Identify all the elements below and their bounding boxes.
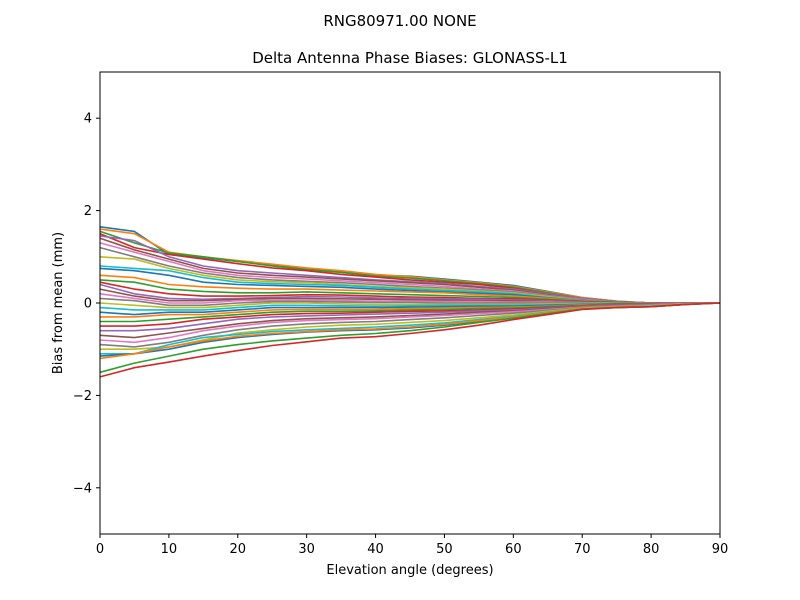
series-line [99, 235, 720, 304]
x-tick-label: 80 [643, 542, 660, 557]
figure-suptitle: RNG80971.00 NONE [323, 12, 476, 30]
x-tick-label: 0 [96, 542, 104, 557]
x-tick-label: 70 [574, 542, 591, 557]
x-tick-label: 40 [367, 542, 384, 557]
x-axis-label: Elevation angle (degrees) [326, 563, 493, 578]
y-tick-label: 2 [84, 204, 92, 219]
y-tick-label: −4 [73, 481, 92, 496]
y-tick-label: 4 [84, 112, 92, 127]
plot-lines [99, 226, 721, 378]
chart-title: Delta Antenna Phase Biases: GLONASS-L1 [252, 49, 568, 67]
y-axis: −4 −2 0 2 4 [73, 112, 100, 496]
x-tick-label: 50 [436, 542, 453, 557]
x-tick-label: 90 [712, 542, 729, 557]
x-axis: 0 10 20 30 40 50 60 70 80 90 [96, 534, 728, 557]
x-tick-label: 10 [161, 542, 178, 557]
y-tick-label: 0 [84, 297, 92, 312]
series-line [99, 302, 721, 378]
x-tick-label: 60 [505, 542, 522, 557]
x-tick-label: 20 [230, 542, 247, 557]
y-tick-label: −2 [73, 389, 92, 404]
y-axis-label: Bias from mean (mm) [51, 232, 66, 374]
x-tick-label: 30 [298, 542, 315, 557]
